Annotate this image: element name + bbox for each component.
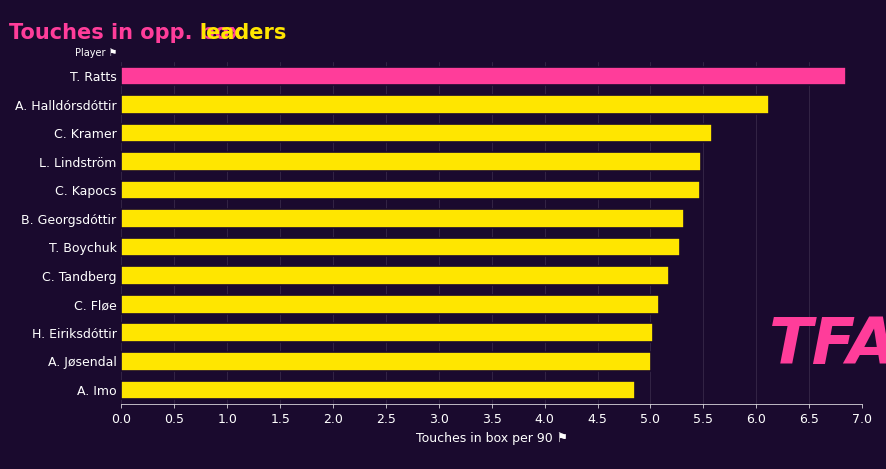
Bar xyxy=(121,181,699,199)
Text: TFA: TFA xyxy=(768,315,886,377)
Bar xyxy=(121,152,701,171)
Bar xyxy=(121,324,652,342)
Bar xyxy=(121,380,633,399)
Bar xyxy=(121,124,711,143)
Bar xyxy=(121,295,658,313)
X-axis label: Touches in box per 90 ⚑: Touches in box per 90 ⚑ xyxy=(416,431,567,445)
Bar xyxy=(121,67,845,85)
Bar xyxy=(121,266,669,285)
Text: Touches in opp. box: Touches in opp. box xyxy=(9,23,250,44)
Bar xyxy=(121,352,650,371)
Bar xyxy=(121,95,768,114)
Bar xyxy=(121,238,680,257)
Bar xyxy=(121,210,683,228)
Text: leaders: leaders xyxy=(199,23,287,44)
Text: Player ⚑: Player ⚑ xyxy=(75,48,118,59)
